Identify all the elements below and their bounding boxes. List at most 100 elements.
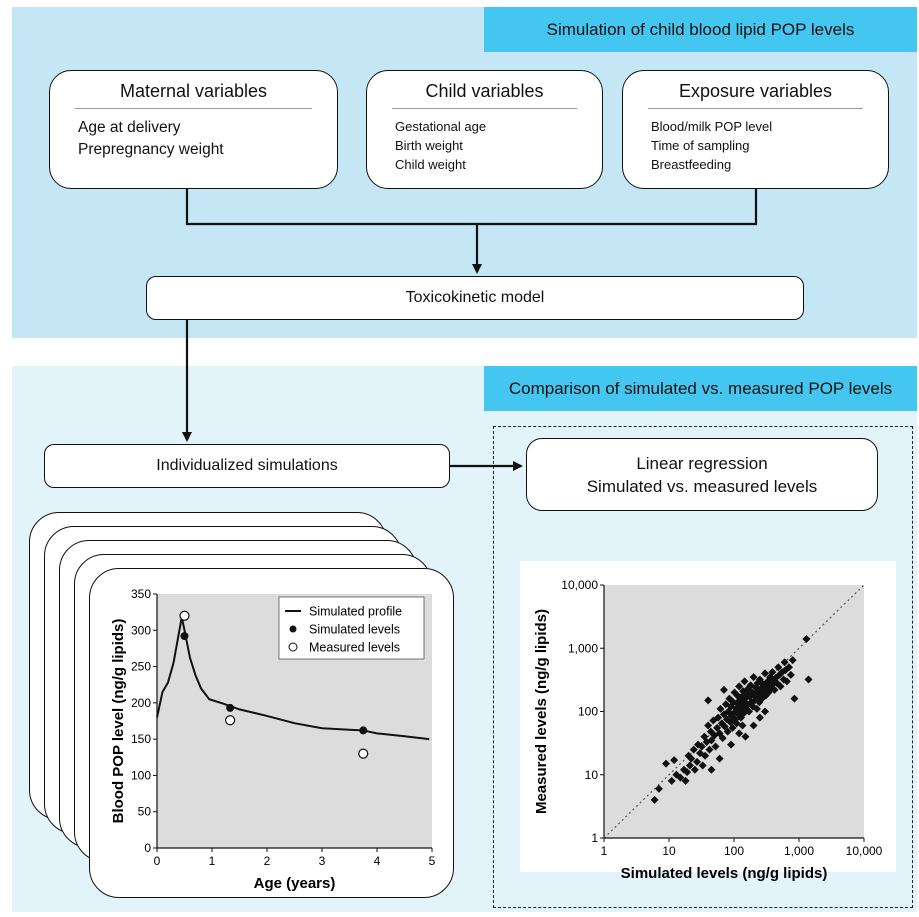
scatter-point bbox=[786, 670, 795, 679]
exposure-item: Breastfeeding bbox=[651, 157, 732, 172]
legend-filled-swatch bbox=[289, 625, 297, 633]
scatter-point bbox=[728, 723, 737, 732]
scatter-point bbox=[687, 754, 696, 763]
scatter-y-tick-label: 1,000 bbox=[568, 641, 598, 655]
exposure-item: Time of sampling bbox=[651, 138, 750, 153]
y-tick-label: 0 bbox=[144, 841, 151, 855]
measured-level-point bbox=[179, 610, 190, 621]
scatter-y-tick-label: 10,000 bbox=[561, 578, 598, 592]
scatter-x-tick-label: 1,000 bbox=[784, 844, 814, 858]
scatter-point bbox=[681, 776, 690, 785]
scatter-x-tick-label: 100 bbox=[724, 844, 744, 858]
scatter-y-tick-label: 10 bbox=[585, 768, 599, 782]
scatter-point bbox=[761, 707, 770, 716]
scatter-point bbox=[738, 721, 747, 730]
scatter-point bbox=[782, 677, 791, 686]
scatter-point bbox=[804, 675, 813, 684]
scatter-point bbox=[697, 742, 706, 751]
maternal-variables-title: Maternal variables bbox=[75, 71, 312, 109]
y-tick-label: 100 bbox=[131, 768, 151, 782]
scatter-point bbox=[768, 668, 777, 677]
scatter-point bbox=[752, 704, 761, 713]
legend-entry: Measured levels bbox=[309, 641, 400, 655]
scatter-point bbox=[670, 756, 679, 765]
simulated-level-point bbox=[180, 632, 189, 641]
legend-box bbox=[278, 596, 425, 660]
scatter-x-axis-label: Simulated levels (ng/g lipids) bbox=[621, 865, 828, 882]
x-tick-label: 4 bbox=[374, 854, 381, 868]
y-tick-label: 200 bbox=[131, 696, 151, 710]
y-axis-label: Blood POP level (ng/g lipids) bbox=[110, 619, 127, 824]
x-tick-label: 0 bbox=[154, 854, 161, 868]
scatter-point bbox=[776, 682, 785, 691]
scatter-y-tick-label: 100 bbox=[578, 705, 598, 719]
y-tick-label: 300 bbox=[131, 623, 151, 637]
legend-entry: Simulated profile bbox=[309, 605, 402, 619]
exposure-variables-list: Blood/milk POP level Time of sampling Br… bbox=[643, 109, 868, 174]
scatter-point bbox=[667, 776, 676, 785]
scatter-point bbox=[707, 765, 716, 774]
scatter-point bbox=[719, 685, 728, 694]
child-variables-list: Gestational age Birth weight Child weigh… bbox=[387, 109, 582, 174]
scatter-point bbox=[693, 757, 702, 766]
scatter-point bbox=[683, 768, 692, 777]
legend-entry: Simulated levels bbox=[309, 623, 400, 637]
linear-regression-subtitle: Simulated vs. measured levels bbox=[586, 476, 818, 496]
scatter-point bbox=[735, 682, 744, 691]
scatter-point bbox=[705, 745, 714, 754]
scatter-point bbox=[788, 656, 797, 665]
child-variables-title: Child variables bbox=[392, 71, 577, 109]
y-tick-label: 150 bbox=[131, 732, 151, 746]
simulated-level-point bbox=[359, 726, 368, 735]
scatter-y-tick-label: 1 bbox=[591, 831, 598, 845]
x-axis-label: Age (years) bbox=[254, 875, 336, 892]
scatter-point bbox=[723, 727, 732, 736]
scatter-point bbox=[784, 663, 793, 672]
scatter-x-tick-label: 1 bbox=[601, 844, 608, 858]
y-tick-label: 350 bbox=[131, 587, 151, 601]
regression-area bbox=[493, 426, 913, 908]
scatter-point bbox=[727, 740, 736, 749]
scatter-point bbox=[718, 734, 727, 743]
x-tick-label: 2 bbox=[264, 854, 271, 868]
scatter-y-axis-label: Measured levels (ng/g lipids) bbox=[533, 609, 550, 814]
y-tick-label: 250 bbox=[131, 660, 151, 674]
measured-level-point bbox=[225, 715, 236, 726]
maternal-variables-box: Maternal variables Age at delivery Prepr… bbox=[49, 70, 338, 189]
child-item: Gestational age bbox=[395, 119, 487, 134]
maternal-item: Prepregnancy weight bbox=[78, 141, 224, 158]
scatter-point bbox=[761, 669, 770, 678]
exposure-item: Blood/milk POP level bbox=[651, 119, 773, 134]
scatter-point bbox=[774, 663, 783, 672]
scatter-point bbox=[780, 658, 789, 667]
x-tick-label: 5 bbox=[429, 854, 436, 868]
scatter-point bbox=[704, 721, 713, 730]
scatter-point bbox=[689, 745, 698, 754]
child-item: Child weight bbox=[395, 157, 466, 172]
legend-open-swatch bbox=[288, 642, 298, 652]
y-tick-label: 50 bbox=[138, 805, 152, 819]
scatter-x-tick-label: 10,000 bbox=[846, 844, 883, 858]
scatter-point bbox=[698, 761, 707, 770]
maternal-item: Age at delivery bbox=[78, 119, 181, 136]
scatter-point bbox=[715, 754, 724, 763]
scatter-point bbox=[701, 751, 710, 760]
scatter-point bbox=[790, 694, 799, 703]
scatter-point bbox=[749, 721, 758, 730]
scatter-point bbox=[770, 685, 779, 694]
exposure-variables-box: Exposure variables Blood/milk POP level … bbox=[622, 70, 889, 189]
scatter-point bbox=[662, 759, 671, 768]
scatter-point bbox=[714, 713, 723, 722]
individualized-simulations-box: Individualized simulations bbox=[44, 444, 450, 488]
scatter-point bbox=[720, 722, 729, 731]
x-tick-label: 3 bbox=[319, 854, 326, 868]
scatter-point bbox=[740, 677, 749, 686]
linear-regression-box: Linear regression Simulated vs. measured… bbox=[526, 438, 878, 511]
scatter-x-tick-label: 10 bbox=[662, 844, 676, 858]
measured-level-point bbox=[358, 748, 369, 759]
scatter-point bbox=[676, 773, 685, 782]
scatter-point bbox=[650, 795, 659, 804]
scatter-point bbox=[711, 742, 720, 751]
